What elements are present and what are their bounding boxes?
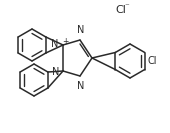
- Text: Cl: Cl: [148, 56, 157, 66]
- Text: N: N: [77, 25, 85, 35]
- Text: +: +: [62, 36, 68, 45]
- Text: ⁻: ⁻: [124, 3, 129, 11]
- Text: N: N: [52, 67, 59, 77]
- Text: N: N: [77, 81, 85, 91]
- Text: Cl: Cl: [115, 5, 126, 15]
- Text: N: N: [51, 39, 58, 49]
